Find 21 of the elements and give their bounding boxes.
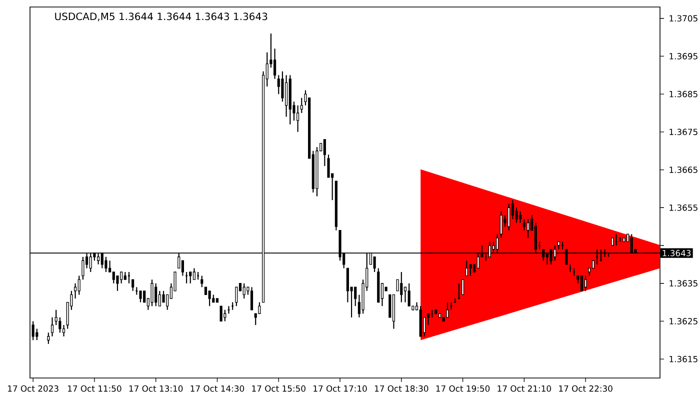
x-tick-label: 17 Oct 14:30 — [190, 385, 244, 392]
y-tick-label: 1.3705 — [670, 15, 698, 22]
y-tick-label: 1.3655 — [670, 204, 698, 211]
x-tick-label: 17 Oct 19:50 — [436, 385, 490, 392]
y-tick-label: 1.3675 — [670, 128, 698, 136]
chart-title: USDCAD,M5 1.3644 1.3644 1.3643 1.3643 — [55, 12, 268, 22]
x-tick-label: 17 Oct 22:30 — [559, 385, 612, 392]
y-tick-label: 1.3685 — [670, 90, 698, 98]
x-tick-label: 17 Oct 11:50 — [68, 385, 122, 392]
y-tick-label: 1.3635 — [670, 280, 698, 287]
x-tick-label: 17 Oct 18:30 — [374, 385, 428, 392]
y-tick-label: 1.3615 — [670, 356, 698, 362]
y-tick-label: 1.3625 — [670, 318, 698, 324]
y-tick-label: 1.3695 — [670, 53, 698, 60]
x-tick-label: 17 Oct 2023 — [8, 385, 58, 392]
ref-line-label: 1.3643 — [662, 250, 691, 256]
x-tick-label: 17 Oct 21:10 — [498, 385, 551, 392]
x-tick-label: 17 Oct 13:10 — [129, 385, 183, 392]
x-tick-label: 17 Oct 17:10 — [314, 385, 367, 392]
y-tick-label: 1.3665 — [670, 166, 698, 173]
x-tick-label: 17 Oct 15:50 — [252, 385, 306, 392]
